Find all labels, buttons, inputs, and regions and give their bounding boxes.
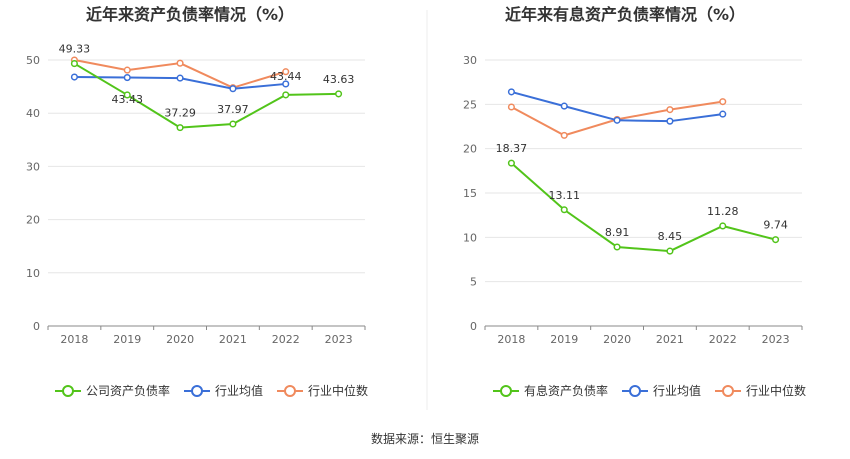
data-point xyxy=(176,74,184,82)
data-point xyxy=(282,91,290,99)
y-tick-label: 40 xyxy=(26,107,40,120)
y-tick-label: 10 xyxy=(463,231,477,244)
legend-swatch-marker xyxy=(62,385,74,397)
y-tick-label: 0 xyxy=(33,320,40,333)
data-label: 43.63 xyxy=(323,73,355,86)
data-label: 13.11 xyxy=(549,189,581,202)
y-tick-label: 10 xyxy=(26,267,40,280)
data-point xyxy=(560,102,568,110)
data-label: 43.44 xyxy=(270,70,302,83)
series-line xyxy=(73,62,339,129)
data-label: 8.91 xyxy=(605,226,630,239)
data-label: 49.33 xyxy=(59,43,91,56)
x-tick-label: 2022 xyxy=(272,333,300,346)
series-line xyxy=(510,162,776,253)
x-tick-label: 2021 xyxy=(656,333,684,346)
data-point xyxy=(507,103,515,111)
data-point xyxy=(335,90,343,98)
x-tick-label: 2018 xyxy=(497,333,525,346)
chart-panel-debt-ratio: 近年来资产负债率情况（%） 0 10 20 30 40 50 2018 2019 2020 2021… xyxy=(26,5,368,398)
data-point xyxy=(70,60,78,68)
y-tick-label: 50 xyxy=(26,54,40,67)
legend-label: 行业中位数 xyxy=(746,383,806,398)
data-point xyxy=(719,110,727,118)
legend-label: 有息资产负债率 xyxy=(524,383,608,398)
legend-label: 行业均值 xyxy=(653,383,701,398)
data-point xyxy=(123,66,131,74)
y-tick-label: 0 xyxy=(470,320,477,333)
x-tick-label: 2018 xyxy=(60,333,88,346)
data-label: 8.45 xyxy=(658,230,683,243)
data-point xyxy=(560,206,568,214)
data-label: 43.43 xyxy=(112,93,144,106)
x-tick-label: 2023 xyxy=(762,333,790,346)
legend-label: 公司资产负债率 xyxy=(86,383,170,398)
data-point xyxy=(613,243,621,251)
legend-swatch-marker xyxy=(191,385,203,397)
data-point xyxy=(772,236,780,244)
data-label: 37.29 xyxy=(164,107,196,120)
data-point xyxy=(229,120,237,128)
chart-title: 近年来资产负债率情况（%） xyxy=(86,5,294,24)
legend-swatch-marker xyxy=(629,385,641,397)
data-label: 9.74 xyxy=(763,219,788,232)
data-point xyxy=(613,116,621,124)
data-point xyxy=(719,98,727,106)
data-point xyxy=(507,88,515,96)
x-tick-label: 2020 xyxy=(166,333,194,346)
legend-swatch-marker xyxy=(500,385,512,397)
data-point xyxy=(666,117,674,125)
data-point xyxy=(560,131,568,139)
x-tick-label: 2021 xyxy=(219,333,247,346)
chart-title: 近年来有息资产负债率情况（%） xyxy=(505,5,745,24)
y-tick-label: 20 xyxy=(463,143,477,156)
x-tick-label: 2023 xyxy=(325,333,353,346)
chart-panel-interest-debt-ratio: 近年来有息资产负债率情况（%） 0 5 10 15 20 25 30 2018 2019 2020 2… xyxy=(463,5,806,398)
source-note: 数据来源：恒生聚源 xyxy=(371,431,479,446)
legend-swatch-marker xyxy=(722,385,734,397)
data-label: 18.37 xyxy=(496,142,528,155)
data-point xyxy=(176,124,184,132)
data-point xyxy=(229,85,237,93)
data-point xyxy=(123,91,131,99)
x-tick-label: 2020 xyxy=(603,333,631,346)
data-point xyxy=(666,247,674,255)
y-tick-label: 20 xyxy=(26,214,40,227)
legend-swatch-marker xyxy=(284,385,296,397)
data-point xyxy=(176,59,184,67)
data-point xyxy=(282,68,290,76)
x-tick-label: 2022 xyxy=(709,333,737,346)
data-point xyxy=(719,222,727,230)
y-tick-label: 15 xyxy=(463,187,477,200)
y-tick-label: 30 xyxy=(26,160,40,173)
data-point xyxy=(666,106,674,114)
data-point xyxy=(282,80,290,88)
legend-label: 行业中位数 xyxy=(308,383,368,398)
data-point xyxy=(123,74,131,82)
data-point xyxy=(507,159,515,167)
data-label: 37.97 xyxy=(217,103,249,116)
legend-label: 行业均值 xyxy=(215,383,263,398)
data-label: 11.28 xyxy=(707,205,739,218)
x-tick-label: 2019 xyxy=(113,333,141,346)
x-tick-label: 2019 xyxy=(550,333,578,346)
y-tick-label: 30 xyxy=(463,54,477,67)
data-point xyxy=(70,73,78,81)
y-tick-label: 5 xyxy=(470,276,477,289)
y-tick-label: 25 xyxy=(463,98,477,111)
